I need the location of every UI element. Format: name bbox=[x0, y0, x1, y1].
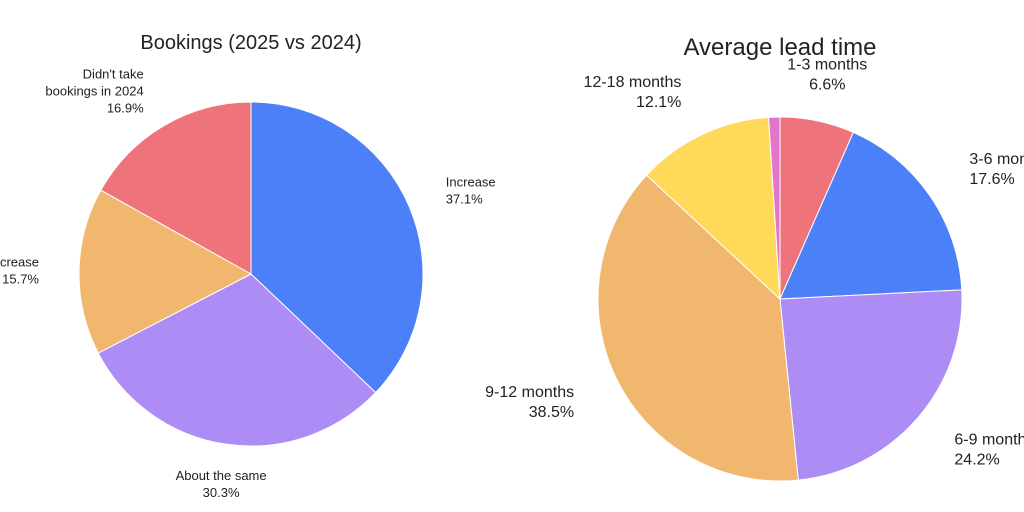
pie1-label-9-12-months: 9-12 months 38.5% bbox=[485, 384, 574, 421]
pie0-label-decrease: Decrease 15.7% bbox=[0, 255, 39, 287]
slice-category: Decrease bbox=[0, 255, 39, 270]
pie1-label-1-3-months: 1-3 months 6.6% bbox=[787, 57, 867, 94]
pie1-label-6-9-months: 6-9 months 24.2% bbox=[954, 432, 1024, 469]
slice-category: 9-12 months bbox=[485, 384, 574, 401]
pie1-slice-3-6-months bbox=[779, 131, 963, 300]
slice-percentage: 6.6% bbox=[809, 77, 845, 94]
slice-percentage: 15.7% bbox=[2, 272, 39, 287]
pie0-label-about-the-same: About the same 30.3% bbox=[176, 468, 267, 500]
slice-category: 6-9 months bbox=[954, 432, 1024, 449]
pie0-label-increase: Increase 37.1% bbox=[446, 175, 496, 207]
pie0-slice-about-the-same bbox=[97, 273, 377, 447]
pie0-slice-didn-t-take-bookings-in-2024 bbox=[100, 101, 252, 275]
bookings-chart-title: Bookings (2025 vs 2024) bbox=[140, 32, 361, 54]
pie1-slice-9-12-months bbox=[597, 174, 799, 482]
pie1-slice-6-9-months bbox=[779, 289, 963, 481]
slice-category: 1-3 months bbox=[787, 57, 867, 74]
slice-category: About the same bbox=[176, 468, 267, 483]
pie0-slice-increase bbox=[250, 101, 424, 394]
pie1-label-3-6-months: 3-6 months 17.6% bbox=[969, 151, 1024, 188]
slice-category: Didn't take bbox=[83, 67, 144, 82]
pie1-slice-small-slice-5 bbox=[768, 116, 781, 300]
slice-category: bookings in 2024 bbox=[45, 84, 143, 99]
pie1-slice-12-18-months bbox=[645, 116, 781, 301]
slice-percentage: 12.1% bbox=[636, 94, 681, 111]
lead-time-chart-title: Average lead time bbox=[683, 34, 876, 61]
slice-percentage: 38.5% bbox=[529, 404, 574, 421]
slice-percentage: 30.3% bbox=[203, 485, 240, 500]
slice-category: Increase bbox=[446, 175, 496, 190]
pie0-label-didn-t-take-bookings-in-2024: Didn't take bookings in 2024 16.9% bbox=[45, 67, 144, 116]
pie0-slice-decrease bbox=[78, 189, 253, 354]
slice-percentage: 17.6% bbox=[969, 171, 1014, 188]
pie1-label-12-18-months: 12-18 months 12.1% bbox=[584, 74, 682, 111]
lead-time-pie-chart: 1-3 months 6.6% 3-6 months 17.6% 6-9 months 2… bbox=[485, 34, 1024, 482]
slice-category: 3-6 months bbox=[969, 151, 1024, 168]
slice-percentage: 24.2% bbox=[954, 452, 999, 469]
slice-category: 12-18 months bbox=[584, 74, 682, 91]
bookings-pie-chart: Increase 37.1% About the same 30.3% Decrease… bbox=[0, 32, 496, 500]
slice-percentage: 16.9% bbox=[107, 101, 144, 116]
slice-percentage: 37.1% bbox=[446, 192, 483, 207]
